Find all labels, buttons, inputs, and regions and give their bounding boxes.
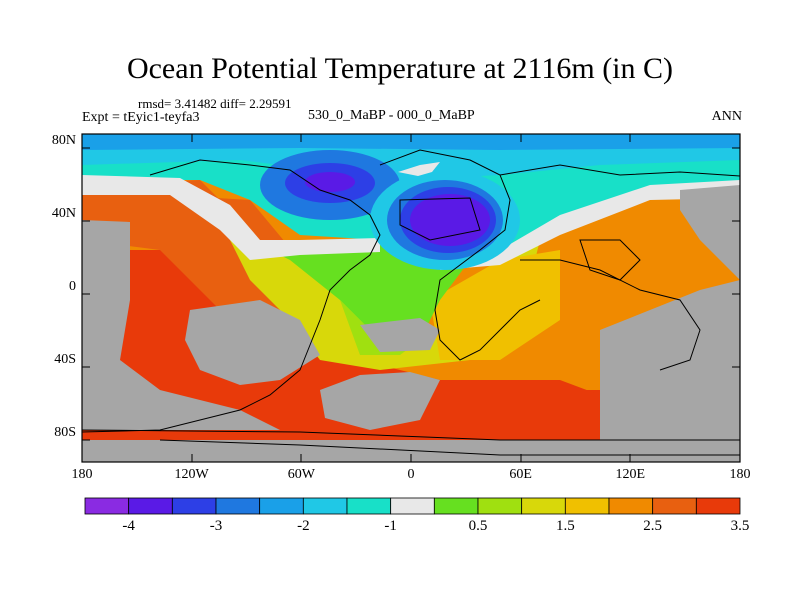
colorbar-box xyxy=(259,497,304,515)
land-east xyxy=(600,280,740,462)
x-tick-label: 120W xyxy=(174,467,209,482)
y-tick-label: 0 xyxy=(69,279,76,294)
colorbar-box xyxy=(346,497,392,515)
x-tick-label: 180 xyxy=(71,467,93,482)
colorbar-box xyxy=(171,497,217,515)
field-layer xyxy=(82,134,740,462)
colorbar-box xyxy=(433,497,479,515)
axis-ticks xyxy=(81,134,741,462)
season-label: ANN xyxy=(711,109,742,124)
field-indian-orange xyxy=(430,250,560,360)
colorbar-box xyxy=(521,497,566,515)
colorbar-box xyxy=(390,497,435,515)
colorbar-tick-label: -2 xyxy=(297,518,310,534)
field-white-band-east xyxy=(440,180,740,270)
colorbar-box xyxy=(564,497,610,515)
stats-label: rmsd= 3.41482 diff= 2.29591 xyxy=(138,96,292,111)
land-south-continent-b xyxy=(320,372,440,430)
colorbar-box xyxy=(652,497,697,515)
y-tick-label: 40N xyxy=(51,206,76,222)
land-west-pacific xyxy=(82,220,280,430)
coast-box xyxy=(399,197,481,241)
experiment-label: Expt = tEyic1-teyfa3 xyxy=(82,110,200,125)
y-tick-label: 80S xyxy=(54,424,76,440)
colorbar-box xyxy=(608,497,654,515)
coast-north-america xyxy=(82,159,381,433)
field-white-band xyxy=(82,175,380,260)
land-east-north xyxy=(680,185,740,280)
colorbar-tick-label: 0.5 xyxy=(468,518,488,534)
colorbar-tick-label: 3.5 xyxy=(730,518,750,534)
land-south-continent-a xyxy=(185,300,320,385)
page-title: Ocean Potential Temperature at 2116m (in… xyxy=(126,52,674,85)
colorbar-tick-label: 2.5 xyxy=(643,518,663,534)
colorbar-box xyxy=(477,497,523,515)
coast-antarctica xyxy=(159,439,740,456)
colorbar-tick-label: -1 xyxy=(384,518,397,534)
field-natl-cold-core xyxy=(410,194,490,246)
coastlines xyxy=(82,149,740,456)
y-tick-label: 40S xyxy=(54,351,76,367)
colorbar-tick-label: 1.5 xyxy=(555,518,575,534)
colorbar-box xyxy=(215,497,261,515)
colorbar-box xyxy=(302,497,348,515)
y-tick-label: 80N xyxy=(51,133,76,149)
x-tick-label: 0 xyxy=(407,467,415,482)
coast-eurasia xyxy=(499,164,740,177)
x-tick-label: 120E xyxy=(615,467,646,482)
field-arctic-blue xyxy=(82,140,740,180)
field-npac-cold-core xyxy=(305,172,355,192)
subtitle-label: 530_0_MaBP - 000_0_MaBP xyxy=(308,108,475,123)
x-tick-label: 180 xyxy=(729,467,751,482)
coast-south-land xyxy=(82,429,740,441)
coast-asia-south xyxy=(520,259,701,371)
coast-greenland xyxy=(379,149,541,361)
colorbar-tick-label: -4 xyxy=(122,518,135,534)
colorbar-box xyxy=(84,497,130,515)
land-africa xyxy=(360,318,440,352)
colorbar-tick-label: -3 xyxy=(209,518,223,534)
colorbar-box xyxy=(695,497,741,515)
coast-box-2 xyxy=(579,239,641,281)
field-small-white xyxy=(398,162,440,176)
x-tick-label: 60E xyxy=(509,467,532,482)
colorbar xyxy=(84,497,741,515)
x-tick-label: 60W xyxy=(287,467,315,482)
colorbar-box xyxy=(128,497,173,515)
